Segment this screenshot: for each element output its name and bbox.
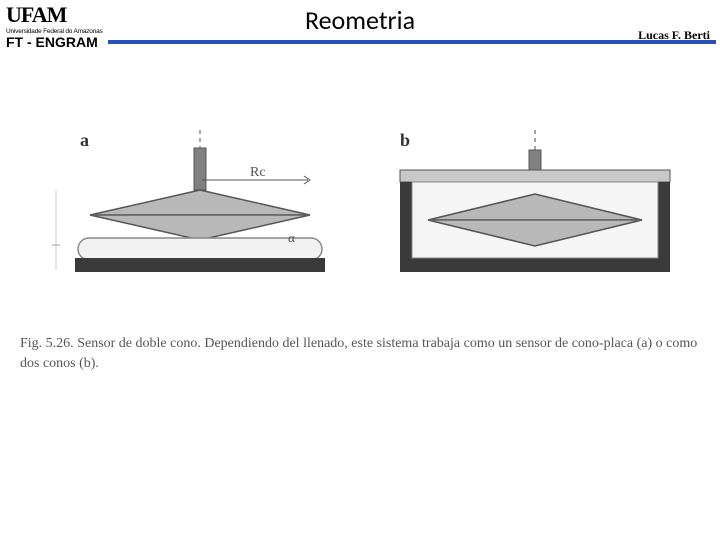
diagram-row: a Rc α bbox=[20, 130, 700, 310]
slide-header: UFAM Universidade Federal do Amazonas FT… bbox=[0, 0, 720, 50]
department-label: FT - ENGRAM bbox=[6, 34, 98, 50]
radius-label: Rc bbox=[250, 165, 266, 180]
diagram-panel-b: b bbox=[380, 130, 680, 310]
figure-caption: Fig. 5.26. Sensor de doble cono. Dependi… bbox=[20, 334, 700, 373]
header-rule bbox=[108, 40, 716, 44]
diagram-panel-a: a Rc α bbox=[50, 130, 350, 310]
caption-prefix: Fig. 5.26. bbox=[20, 336, 74, 351]
figure-area: a Rc α bbox=[20, 130, 700, 373]
panel-a-label: a bbox=[80, 130, 89, 151]
double-cone-diagram-b bbox=[380, 130, 690, 310]
cone-plate-diagram-a: Rc α bbox=[50, 130, 350, 310]
slide-title: Reometria bbox=[0, 4, 720, 36]
panel-b-label: b bbox=[400, 130, 410, 151]
angle-label: α bbox=[288, 230, 295, 245]
caption-text: Sensor de doble cono. Dependiendo del ll… bbox=[20, 336, 697, 371]
